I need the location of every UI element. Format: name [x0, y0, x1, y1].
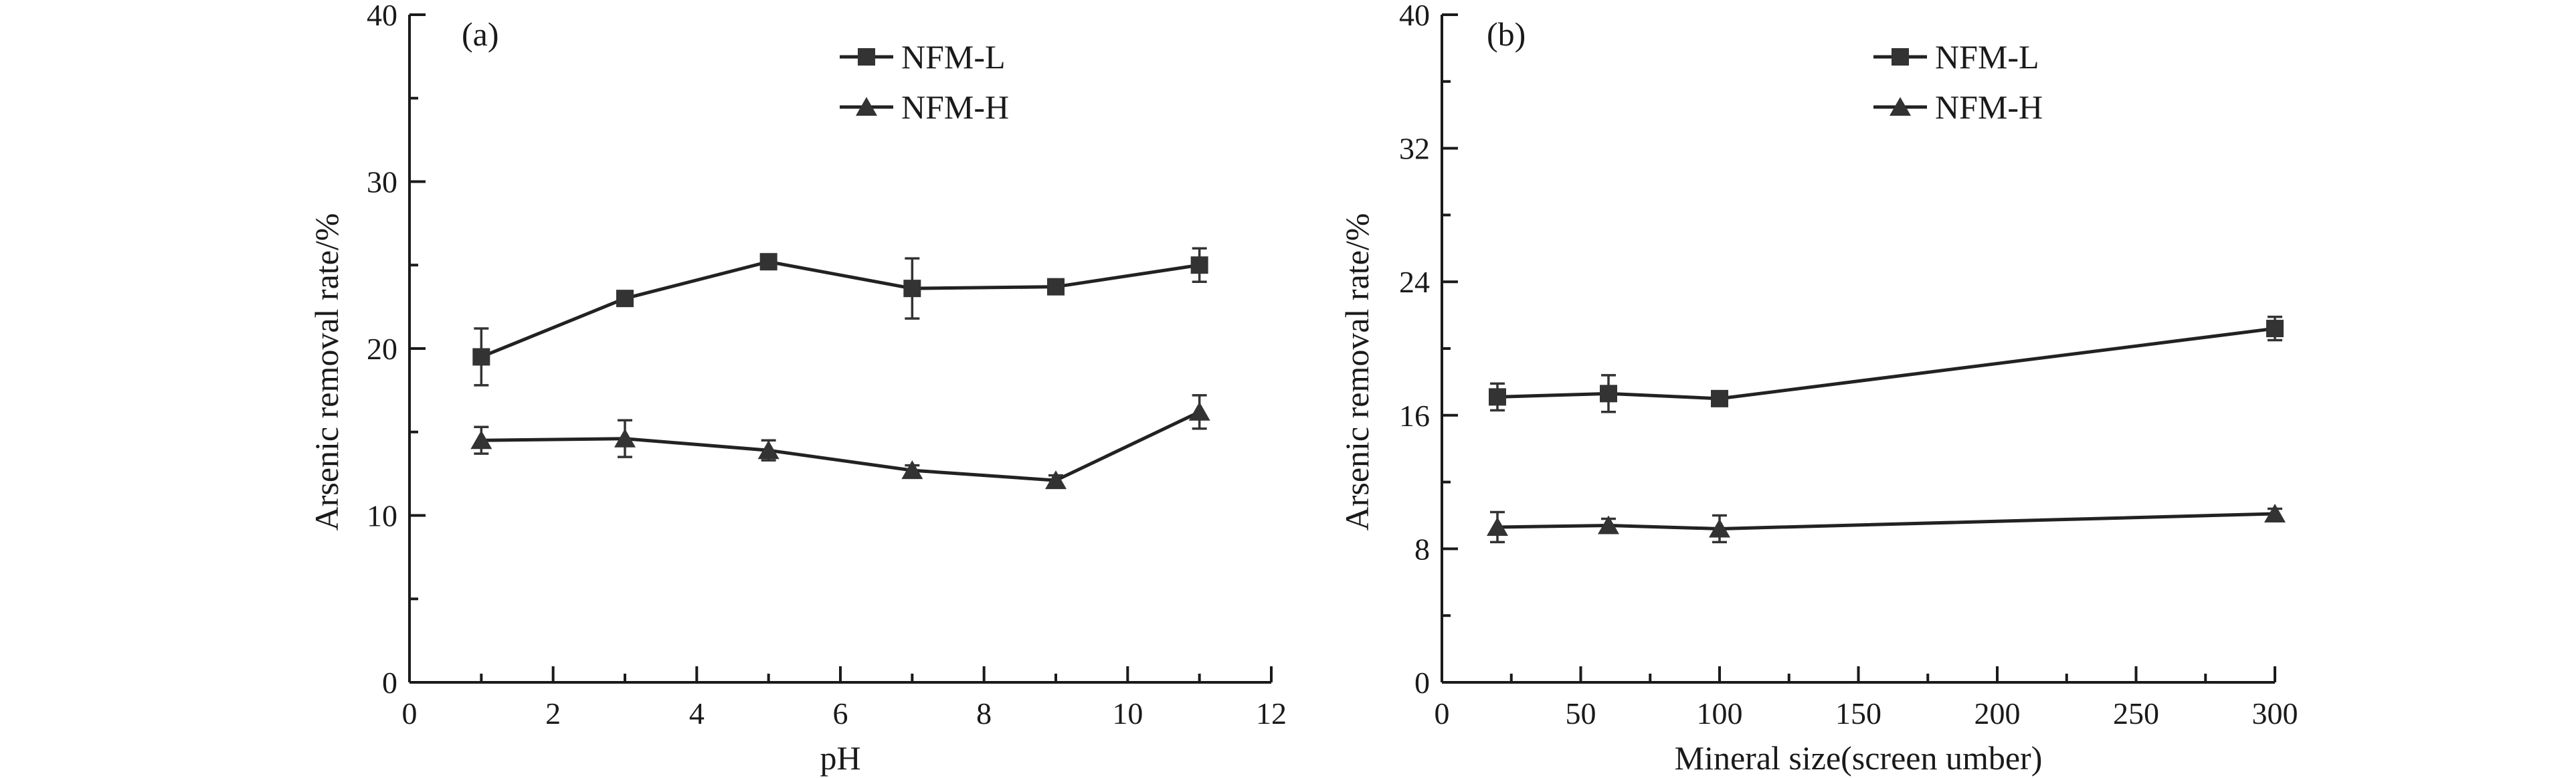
legend-label: NFM-L [1935, 38, 2039, 76]
x-tick-label: 300 [2252, 696, 2298, 731]
data-point-triangle [1487, 516, 1508, 536]
x-tick-label: 6 [833, 696, 848, 731]
y-tick-label: 30 [367, 165, 397, 199]
y-tick-label: 8 [1414, 532, 1430, 566]
x-tick-label: 0 [1435, 696, 1450, 731]
data-point-triangle [757, 440, 779, 460]
legend-label: NFM-L [901, 38, 1006, 76]
data-point-triangle [1709, 518, 1730, 538]
x-tick-label: 0 [402, 696, 418, 731]
x-tick-label: 8 [976, 696, 992, 731]
x-axis-title: Mineral size(screen umber) [1675, 739, 2043, 777]
series-line-nfm-h [1497, 512, 2276, 530]
x-tick-label: 12 [1256, 696, 1287, 731]
y-tick-label: 0 [382, 666, 397, 700]
series-line-nfm-l [480, 260, 1200, 359]
x-tick-label: 4 [689, 696, 705, 731]
panel-label: (b) [1487, 15, 1526, 53]
data-point-triangle [1188, 401, 1210, 421]
data-point-square [1489, 388, 1506, 406]
panel-label: (a) [462, 15, 499, 53]
x-tick-label: 50 [1566, 696, 1596, 731]
x-tick-label: 2 [545, 696, 561, 731]
data-point-triangle [901, 460, 923, 480]
data-point-square [1190, 256, 1208, 274]
data-point-triangle [1598, 515, 1619, 534]
y-tick-label: 32 [1399, 132, 1430, 166]
y-tick-label: 16 [1399, 399, 1430, 433]
y-tick-label: 10 [367, 499, 397, 533]
series-line-nfm-h [481, 410, 1200, 482]
data-point-square [1711, 389, 1728, 407]
data-point-square [616, 290, 634, 308]
y-tick-label: 20 [367, 332, 397, 366]
data-point-square [1047, 278, 1065, 296]
x-tick-label: 200 [1974, 696, 2021, 731]
data-point-square [759, 253, 777, 271]
legend-marker-square [858, 48, 875, 66]
x-tick-label: 150 [1835, 696, 1881, 731]
data-point-square [1600, 385, 1617, 403]
x-tick-label: 250 [2113, 696, 2159, 731]
legend-marker-square [1892, 48, 1909, 66]
y-tick-label: 24 [1399, 265, 1430, 299]
series-line-nfm-l [1497, 326, 2276, 401]
y-axis-title: Arsenic removal rate/% [1338, 213, 1376, 531]
legend-label: NFM-H [901, 88, 1009, 126]
data-point-triangle [470, 430, 492, 450]
legend-marker-triangle [856, 97, 877, 116]
data-point-triangle [1045, 470, 1067, 490]
y-tick-label: 40 [367, 0, 397, 32]
data-point-triangle [614, 428, 636, 448]
legend-marker-triangle [1890, 97, 1911, 116]
data-point-triangle [2264, 504, 2286, 523]
panel-a-chart: 0 10 20 30 40 0 2 4 6 8 10 12 pH Arsenic removal rate… [308, 0, 1287, 777]
x-axis-title: pH [820, 739, 860, 777]
data-point-square [903, 280, 921, 298]
x-tick-label: 10 [1112, 696, 1143, 731]
x-tick-label: 100 [1697, 696, 1743, 731]
data-point-square [2266, 320, 2284, 338]
y-axis-title: Arsenic removal rate/% [308, 213, 345, 531]
y-tick-label: 40 [1399, 0, 1430, 32]
panel-b-chart: 0 8 16 24 32 40 0 50 100 150 200 250 300 Mineral size… [1338, 0, 2298, 777]
y-tick-label: 0 [1414, 666, 1430, 700]
data-point-square [472, 348, 490, 366]
legend-label: NFM-H [1935, 88, 2043, 126]
